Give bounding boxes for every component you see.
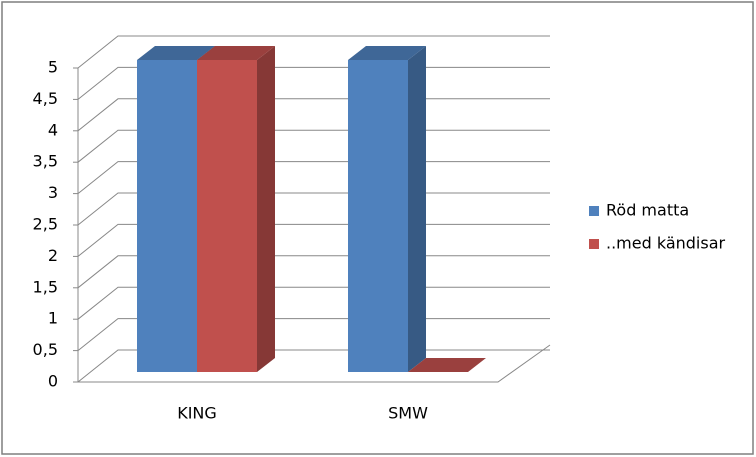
- x-tick-label: KING: [177, 404, 217, 423]
- y-tick-label: 2: [48, 246, 58, 265]
- bar-side: [257, 46, 275, 372]
- legend-label: ..med kändisar: [606, 234, 726, 253]
- floor-edge: [78, 344, 551, 383]
- bar-top: [137, 46, 215, 60]
- bar-side: [408, 46, 426, 372]
- bar-front: [348, 60, 408, 372]
- legend-swatch: [589, 239, 599, 249]
- y-tick-label: 3,5: [33, 152, 58, 171]
- y-tick-label: 0: [48, 372, 58, 391]
- legend-label: Röd matta: [606, 201, 689, 220]
- y-tick-label: 2,5: [33, 215, 58, 234]
- bar-front: [197, 60, 257, 372]
- bars: [137, 46, 486, 372]
- y-tick-label: 5: [48, 58, 58, 77]
- bar-top: [348, 46, 426, 60]
- y-tick-label: 0,5: [33, 340, 58, 359]
- y-tick-label: 4,5: [33, 89, 58, 108]
- grid-line: [77, 35, 550, 69]
- x-tick-label: SMW: [388, 404, 428, 423]
- y-tick-label: 3: [48, 183, 58, 202]
- bar-front: [137, 60, 197, 372]
- y-tick-label: 1,5: [33, 277, 58, 296]
- bar: [197, 46, 275, 372]
- y-tick-label: 4: [48, 120, 58, 139]
- bar: [408, 358, 486, 372]
- labels: 0 0,5 1 1,5 2 2,5 3 3,5 4 4,5 5 KING SMW Röd matta ..m…: [33, 58, 726, 423]
- bar: [348, 46, 426, 372]
- y-tick-label: 1: [48, 309, 58, 328]
- bar-top: [408, 358, 486, 372]
- bar-top: [197, 46, 275, 60]
- legend-swatch: [589, 206, 599, 216]
